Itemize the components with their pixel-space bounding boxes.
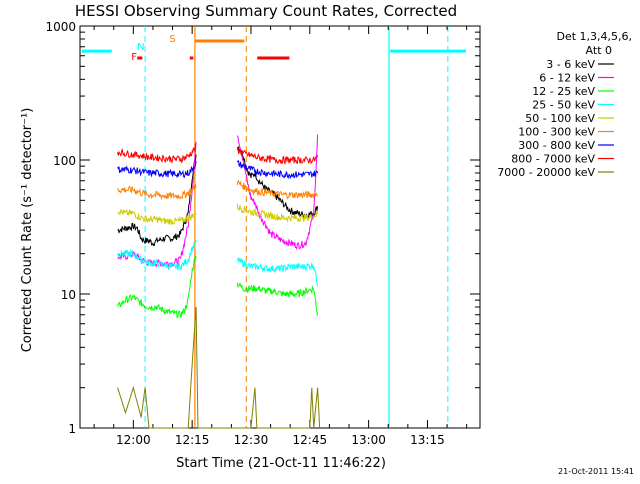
y-tick-label-0: 1 (68, 422, 76, 436)
plot-timestamp: 21-Oct-2011 15:41 (558, 467, 634, 476)
marker-f: F (131, 52, 137, 63)
series-line-4 (117, 240, 319, 286)
legend-label-9: 7000 - 20000 keV (497, 166, 595, 179)
legend-label-2: 6 - 12 keV (539, 72, 595, 85)
y-tick-label-3: 1000 (45, 20, 76, 34)
legend-label-6: 100 - 300 keV (518, 126, 595, 139)
legend-label-8: 800 - 7000 keV (511, 153, 595, 166)
series-line-3 (117, 255, 319, 319)
legend-label-7: 300 - 800 keV (518, 139, 595, 152)
x-tick-label-2: 12:30 (234, 433, 269, 447)
y-tick-label-1: 10 (61, 288, 76, 302)
x-axis-label: Start Time (21-Oct-11 11:46:22) (176, 456, 386, 471)
x-tick-label-1: 12:15 (175, 433, 210, 447)
series-line-6 (117, 180, 318, 201)
marker-n: N (137, 42, 144, 53)
series-line-9 (117, 306, 321, 429)
series-line-7 (117, 160, 319, 180)
series-line-8 (117, 144, 319, 165)
series-line-5 (117, 203, 319, 225)
marker-s: S (169, 34, 175, 45)
legend-header-line-1: Det 1,3,4,5,6, (556, 30, 632, 43)
legend-label-1: 3 - 6 keV (546, 58, 595, 71)
plot-area: FN S 12:00 12:15 12:30 12:45 13:00 13:15 1 10 100 1… (45, 20, 481, 447)
x-tick-label-0: 12:00 (116, 433, 151, 447)
x-tick-label-3: 12:45 (293, 433, 328, 447)
x-tick-label-4: 13:00 (351, 433, 386, 447)
y-axis-label: Corrected Count Rate (s⁻¹ detector⁻¹) (20, 108, 35, 353)
legend-label-4: 25 - 50 keV (532, 99, 595, 112)
legend-header-line-2: Att 0 (586, 44, 612, 57)
x-tick-label-5: 13:15 (410, 433, 445, 447)
chart-title: HESSI Observing Summary Count Rates, Cor… (75, 2, 457, 20)
y-tick-label-2: 100 (53, 154, 76, 168)
legend-label-5: 50 - 100 keV (525, 112, 595, 125)
legend-label-3: 12 - 25 keV (532, 85, 595, 98)
